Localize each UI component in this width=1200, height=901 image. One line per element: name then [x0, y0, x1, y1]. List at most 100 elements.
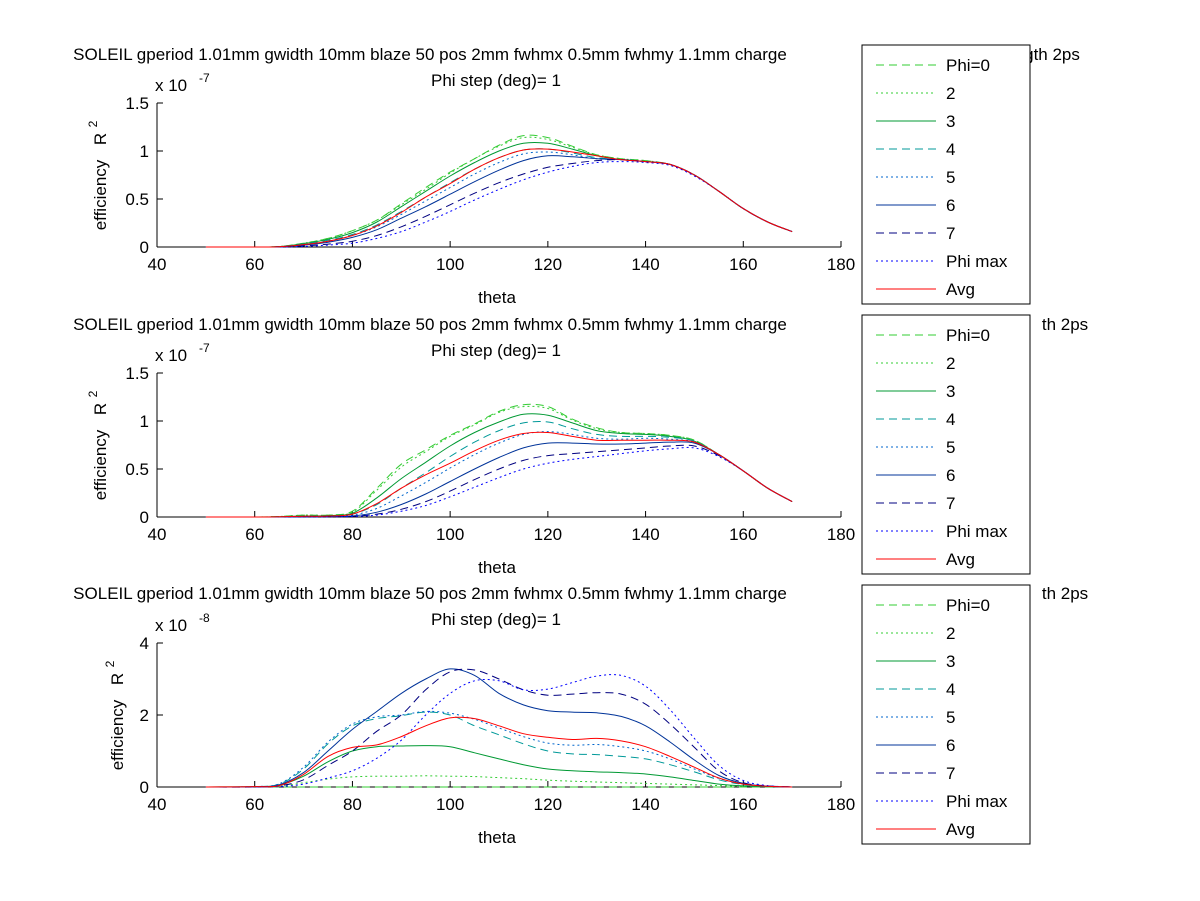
chart-title-tail: th 2ps	[1042, 584, 1088, 603]
x-tick-label: 100	[436, 525, 464, 544]
chart-subtitle: Phi step (deg)= 1	[431, 71, 561, 90]
legend-label: 3	[946, 112, 955, 131]
legend-label: 5	[946, 438, 955, 457]
legend-label: Phi max	[946, 252, 1008, 271]
plot-area	[157, 103, 841, 247]
legend-label: 4	[946, 680, 955, 699]
y-axis-label-symbol: R	[108, 673, 127, 685]
series-line-3	[205, 745, 793, 788]
series-line-7	[205, 668, 793, 788]
x-tick-label: 40	[148, 795, 167, 814]
legend-label: 7	[946, 494, 955, 513]
y-tick-label: 1	[140, 412, 149, 431]
y-tick-label: 0	[140, 238, 149, 257]
series-line-9	[205, 148, 793, 248]
subplot-1: SOLEIL gperiod 1.01mm gwidth 10mm blaze …	[73, 44, 1080, 307]
x-axis-label: theta	[478, 288, 516, 307]
legend-label: 6	[946, 196, 955, 215]
subplots: SOLEIL gperiod 1.01mm gwidth 10mm blaze …	[73, 44, 1088, 847]
x-tick-label: 80	[343, 795, 362, 814]
legend-label: 5	[946, 168, 955, 187]
legend-label: 2	[946, 84, 955, 103]
y-tick-label: 0	[140, 508, 149, 527]
chart-title: SOLEIL gperiod 1.01mm gwidth 10mm blaze …	[73, 45, 787, 64]
x-tick-label: 120	[534, 255, 562, 274]
legend-label: Avg	[946, 820, 975, 839]
y-axis-label-power: 2	[103, 660, 117, 667]
x-tick-label: 140	[631, 795, 659, 814]
y-tick-label: 1	[140, 142, 149, 161]
y-tick-label: 2	[140, 706, 149, 725]
y-exponent-power: -8	[199, 611, 210, 625]
y-axis-label: efficiency R 2	[103, 660, 127, 770]
series-line-8	[205, 446, 793, 518]
chart-title: SOLEIL gperiod 1.01mm gwidth 10mm blaze …	[73, 315, 787, 334]
y-tick-label: 0.5	[125, 190, 149, 209]
x-tick-label: 60	[245, 795, 264, 814]
plot-area	[157, 373, 841, 517]
chart-title-tail: th 2ps	[1042, 315, 1088, 334]
x-tick-label: 180	[827, 795, 855, 814]
series-line-8	[205, 161, 793, 248]
x-tick-label: 140	[631, 255, 659, 274]
x-tick-label: 40	[148, 525, 167, 544]
legend-label: Avg	[946, 280, 975, 299]
y-exponent: x 10	[155, 346, 187, 365]
y-exponent-power: -7	[199, 71, 210, 85]
chart-subtitle: Phi step (deg)= 1	[431, 610, 561, 629]
x-tick-label: 40	[148, 255, 167, 274]
y-tick-label: 0.5	[125, 460, 149, 479]
series-line-5	[205, 710, 793, 788]
y-exponent: x 10	[155, 76, 187, 95]
x-tick-label: 80	[343, 255, 362, 274]
x-tick-label: 100	[436, 795, 464, 814]
x-tick-label: 180	[827, 255, 855, 274]
x-tick-label: 120	[534, 795, 562, 814]
subplot-3: SOLEIL gperiod 1.01mm gwidth 10mm blaze …	[73, 584, 1088, 847]
y-exponent: x 10	[155, 616, 187, 635]
legend-label: Phi=0	[946, 326, 990, 345]
chart-title: SOLEIL gperiod 1.01mm gwidth 10mm blaze …	[73, 584, 787, 603]
legend-label: Phi=0	[946, 56, 990, 75]
legend-label: Phi=0	[946, 596, 990, 615]
x-tick-label: 140	[631, 525, 659, 544]
legend-label: Avg	[946, 550, 975, 569]
series-line-9	[205, 716, 793, 788]
series-line-6	[205, 668, 793, 788]
y-tick-label: 0	[140, 778, 149, 797]
y-axis-label-text: efficiency	[91, 429, 110, 500]
x-tick-label: 160	[729, 525, 757, 544]
legend-label: 5	[946, 708, 955, 727]
y-axis-label: efficiency R 2	[86, 120, 110, 230]
y-axis-label-power: 2	[86, 120, 100, 127]
y-tick-label: 1.5	[125, 364, 149, 383]
series-line-8	[205, 674, 793, 788]
legend-label: 4	[946, 410, 955, 429]
x-tick-label: 160	[729, 255, 757, 274]
x-axis-label: theta	[478, 828, 516, 847]
series-line-2	[205, 775, 793, 788]
legend-label: 4	[946, 140, 955, 159]
legend: Phi=0 2 3 4 5 6 7 Phi max Avg	[861, 314, 1031, 575]
y-axis-label-power: 2	[86, 390, 100, 397]
legend-label: 6	[946, 736, 955, 755]
x-tick-label: 120	[534, 525, 562, 544]
x-axis-label: theta	[478, 558, 516, 577]
legend-label: 6	[946, 466, 955, 485]
legend-box	[861, 314, 1031, 575]
legend-label: 3	[946, 652, 955, 671]
y-tick-label: 1.5	[125, 94, 149, 113]
legend-box	[861, 584, 1031, 845]
legend-label: 2	[946, 624, 955, 643]
legend: Phi=0 2 3 4 5 6 7 Phi max Avg	[861, 584, 1031, 845]
y-exponent-power: -7	[199, 341, 210, 355]
legend: Phi=0 2 3 4 5 6 7 Phi max Avg	[861, 44, 1031, 305]
series-line-4	[205, 711, 793, 788]
series-line-2	[205, 136, 793, 248]
series-line-9	[205, 431, 793, 518]
legend-box	[861, 44, 1031, 305]
y-axis-label-text: efficiency	[91, 159, 110, 230]
y-tick-label: 4	[140, 634, 149, 653]
x-tick-label: 160	[729, 795, 757, 814]
